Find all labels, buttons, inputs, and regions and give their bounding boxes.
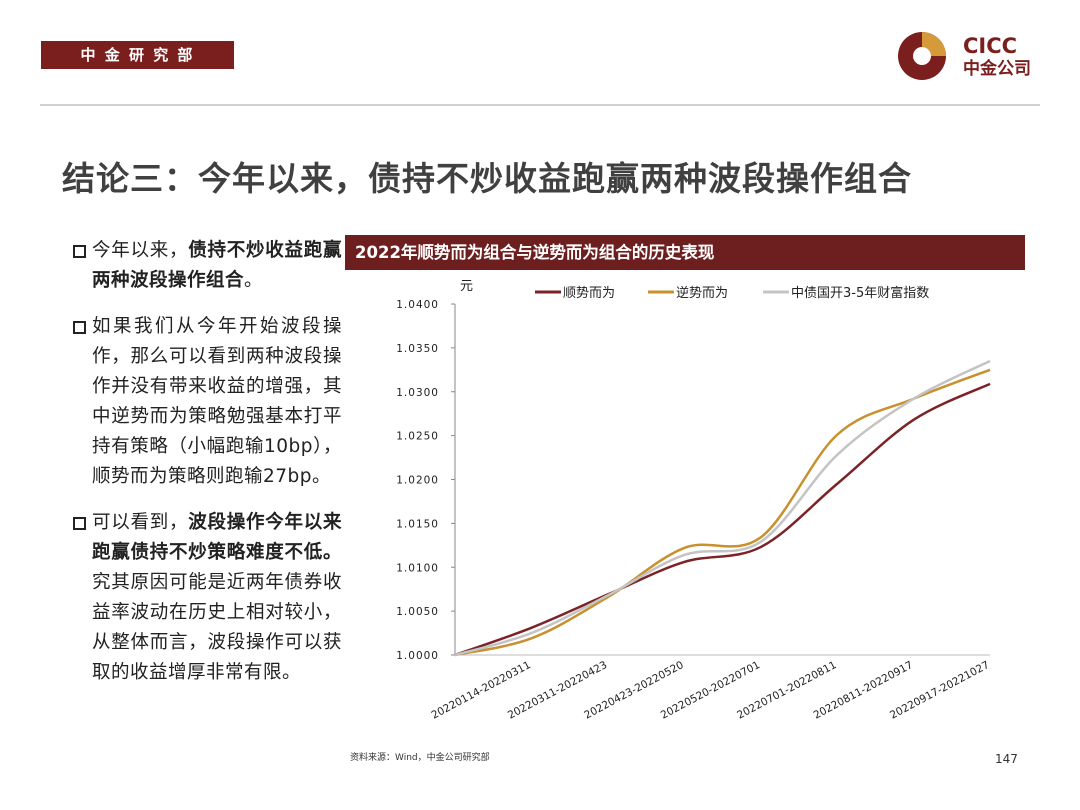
- bullet-text: 债持不炒收益跑赢两种波段操作组合: [92, 240, 342, 291]
- y-tick-label: 1.0400: [396, 299, 439, 311]
- logo: CICC 中金公司: [898, 32, 1031, 80]
- y-tick-label: 1.0150: [396, 518, 439, 530]
- bullet-icon: [73, 517, 86, 530]
- bullet-text: 可以看到，: [92, 512, 189, 533]
- bullet-text: 。: [244, 270, 264, 291]
- y-tick-label: 1.0000: [396, 650, 439, 662]
- bullet-text: 如果我们从今年开始波段操作，那么可以看到两种波段操作并没有带来收益的增强，其中逆…: [92, 316, 342, 487]
- logo-en: CICC: [963, 34, 1017, 58]
- bullet-icon: [73, 245, 86, 258]
- bullet-icon: [73, 321, 86, 334]
- y-tick-label: 1.0100: [396, 562, 439, 574]
- y-tick-label: 1.0200: [396, 475, 439, 487]
- source-note: 资料来源：Wind，中金公司研究部: [350, 753, 490, 763]
- bullet: 如果我们从今年开始波段操作，那么可以看到两种波段操作并没有带来收益的增强，其中逆…: [70, 312, 342, 492]
- bullet-text: 今年以来，: [92, 240, 189, 261]
- y-tick-label: 1.0250: [396, 431, 439, 443]
- y-tick-label: 1.0300: [396, 387, 439, 399]
- bullet-text: 究其原因可能是近两年债券收益率波动在历史上相对较小，从整体而言，波段操作可以获取…: [92, 572, 342, 683]
- legend-label: 顺势而为: [563, 285, 615, 301]
- divider: [40, 104, 1040, 106]
- bullet-text: 波段操作今年以来跑赢债持不炒策略难度不低。: [92, 512, 342, 563]
- slide-title: 结论三：今年以来，债持不炒收益跑赢两种波段操作组合: [62, 159, 912, 198]
- bullet: 今年以来，债持不炒收益跑赢两种波段操作组合。: [70, 236, 342, 296]
- series-line: [454, 359, 991, 657]
- legend-label: 逆势而为: [676, 285, 728, 301]
- bullet-list: 今年以来，债持不炒收益跑赢两种波段操作组合。如果我们从今年开始波段操作，那么可以…: [70, 236, 342, 704]
- legend-label: 中债国开3-5年财富指数: [791, 285, 929, 301]
- page-number: 147: [995, 752, 1018, 766]
- y-tick-label: 1.0050: [396, 606, 439, 618]
- logo-cn: 中金公司: [963, 58, 1031, 79]
- chart-title: 2022年顺势而为组合与逆势而为组合的历史表现: [345, 235, 1025, 270]
- bullet: 可以看到，波段操作今年以来跑赢债持不炒策略难度不低。究其原因可能是近两年债券收益…: [70, 508, 342, 688]
- series-line: [454, 382, 991, 657]
- y-tick-label: 1.0350: [396, 343, 439, 355]
- series-line: [454, 368, 991, 657]
- department-label: 中 金 研 究 部: [41, 41, 234, 69]
- y-axis-label: 元: [460, 279, 473, 294]
